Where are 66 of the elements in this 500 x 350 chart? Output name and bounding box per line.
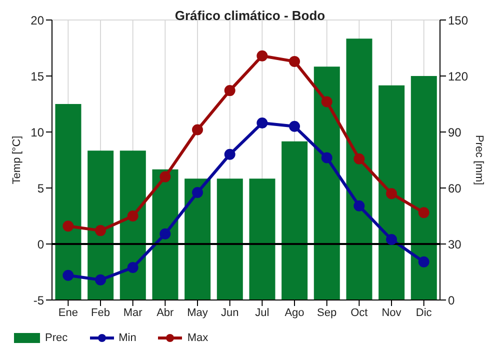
point (224, 85, 236, 96)
point (62, 220, 74, 232)
x-tick-label: Mar (123, 306, 143, 319)
x-tick-label: Ago (284, 306, 304, 319)
y2-tick-label: 30 (448, 237, 462, 252)
bar (378, 85, 405, 300)
point (192, 186, 203, 198)
y-tick-label: 5 (37, 181, 44, 196)
point (289, 56, 300, 67)
y2-tick-label: 150 (448, 13, 468, 28)
x-tick-label: Ene (58, 306, 78, 319)
point (256, 118, 268, 129)
point (386, 234, 397, 246)
y-tick-label: 0 (37, 237, 44, 252)
x-tick-label: Abr (156, 306, 174, 319)
bar (410, 76, 437, 300)
point (95, 274, 106, 286)
chart-title: Gráfico climático - Bodo (174, 8, 326, 23)
y2-tick-label: 0 (448, 293, 455, 308)
bar (88, 150, 114, 300)
point (321, 96, 332, 108)
point (289, 120, 300, 132)
point (386, 188, 397, 200)
point (62, 270, 74, 281)
bar (282, 141, 308, 300)
bar (346, 38, 372, 300)
x-tick-label: Nov (382, 306, 402, 319)
bar (55, 104, 82, 300)
point (192, 124, 203, 136)
legend-label: Prec (45, 332, 68, 344)
x-tick-label: Oct (350, 306, 368, 319)
bar (184, 178, 211, 300)
y-tick-label: 20 (30, 13, 44, 28)
y-tick-label: -5 (33, 293, 44, 308)
x-tick-label: May (187, 306, 208, 319)
y2-axis-title: Prec [mm] (473, 134, 486, 186)
point (160, 228, 171, 240)
x-tick-label: Feb (91, 306, 110, 319)
y-axis-title: Temp [°C] (10, 136, 23, 184)
y-tick-label: 15 (30, 69, 44, 84)
legend-label: Min (118, 332, 136, 344)
y-tick-label: 10 (30, 125, 44, 140)
point (354, 200, 365, 212)
x-tick-label: Dic (416, 306, 432, 319)
point (321, 152, 332, 164)
y2-tick-label: 120 (448, 69, 468, 84)
bar (120, 150, 146, 300)
bar (314, 66, 340, 300)
point (256, 50, 268, 62)
point (224, 148, 236, 160)
x-tick-label: Jul (255, 306, 270, 319)
bar (249, 178, 276, 300)
point (418, 207, 430, 218)
point (127, 210, 138, 222)
point (127, 262, 138, 274)
x-tick-label: Sep (317, 306, 337, 319)
y2-tick-label: 60 (448, 181, 462, 196)
point (418, 256, 430, 268)
y2-tick-label: 90 (448, 125, 462, 140)
point (95, 225, 106, 236)
point (160, 171, 171, 182)
x-tick-label: Jun (220, 306, 239, 319)
bar (152, 169, 178, 300)
point (354, 153, 365, 164)
legend-label: Max (187, 332, 208, 344)
bar (216, 178, 243, 300)
